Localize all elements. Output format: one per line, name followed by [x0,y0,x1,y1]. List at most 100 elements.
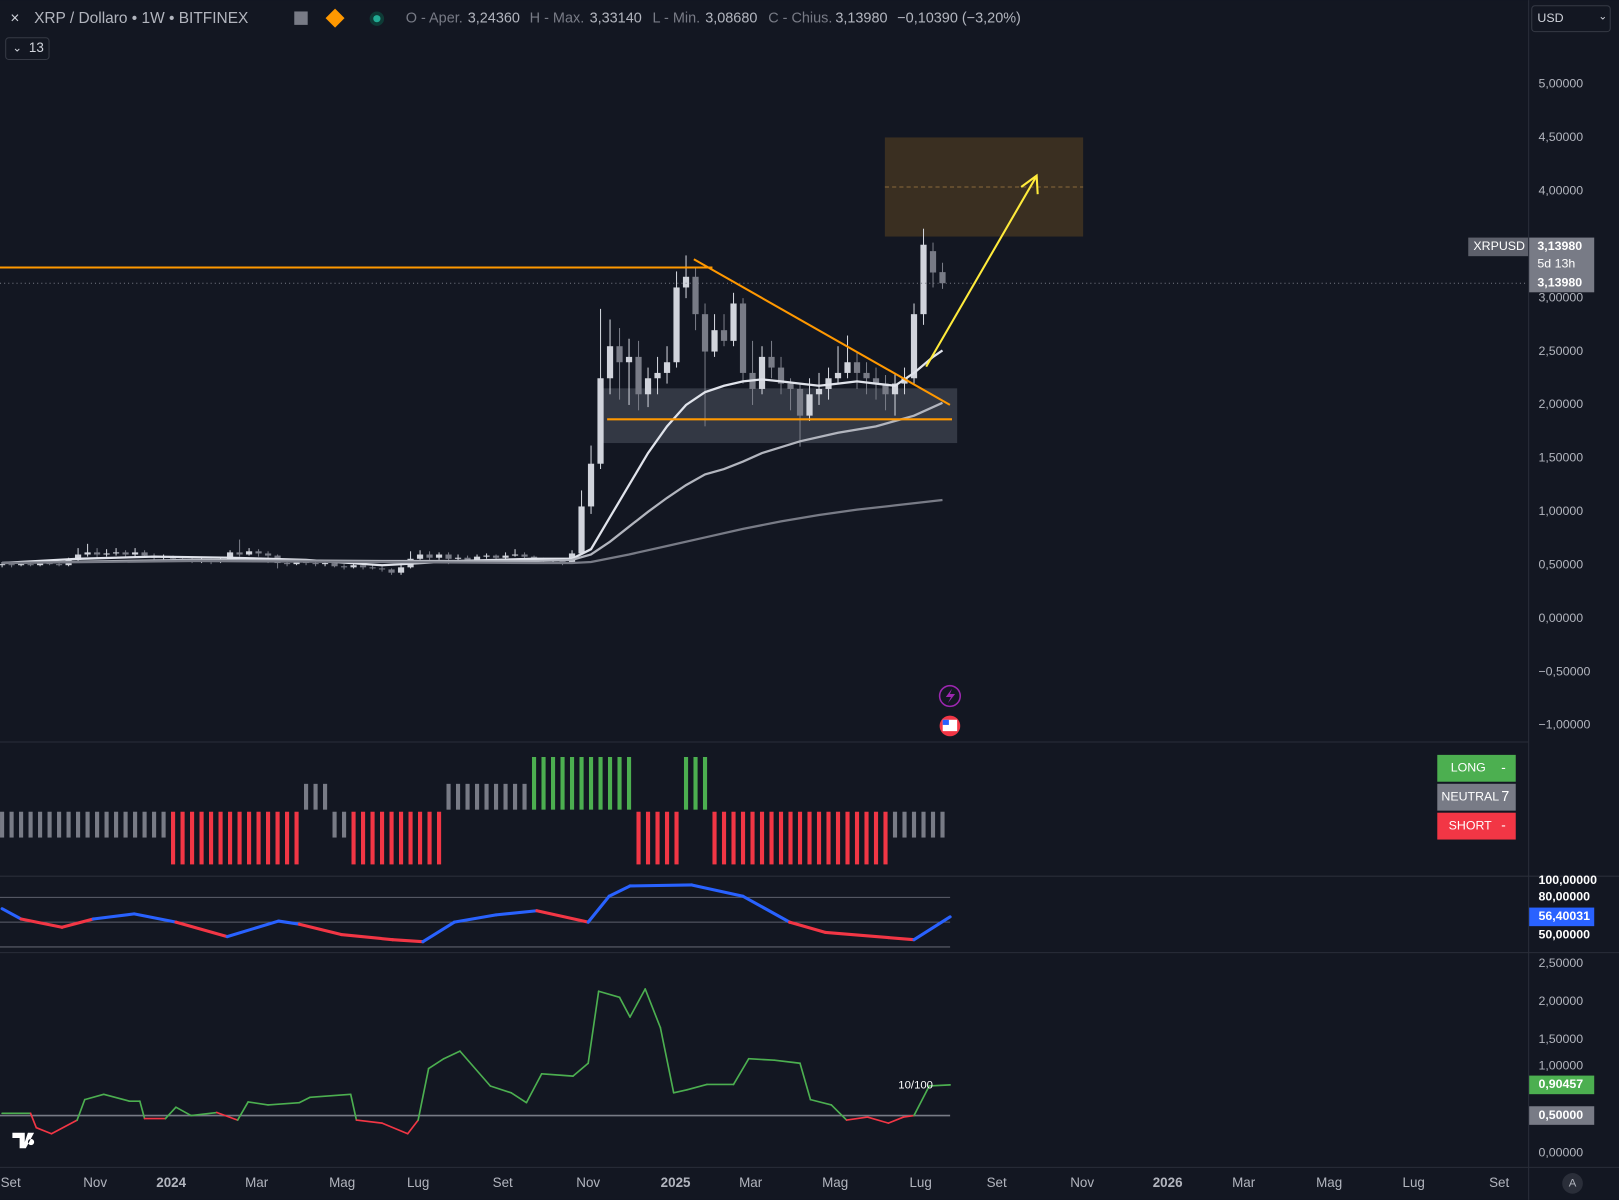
indicator-segment [164,1106,177,1120]
long-row [1437,754,1516,782]
currency-select[interactable] [1531,5,1611,33]
signal-bar [152,811,157,838]
x-tick-label: Lug [407,1175,429,1190]
indicator-segment [809,1098,833,1106]
indicator-segment [225,919,281,939]
indicator-segment [928,1084,951,1087]
long-label: LONG [1451,761,1486,775]
candle-body [939,272,946,284]
candle-body [882,383,889,395]
indicator-segment [50,1119,78,1135]
signal-bar [626,756,632,810]
ohlc-label: H - Max. [530,11,585,27]
candle-body [511,554,519,556]
signal-bar [683,756,689,810]
candle-body [255,551,262,554]
symbol-tag-text: XRPUSD [1473,239,1525,253]
ohlc-value: 3,13980 [835,11,887,27]
signal-bar [883,811,888,865]
short-label: SHORT [1449,818,1493,832]
indicator-segment [139,1100,146,1120]
candle-body [350,565,357,568]
indicator-segment [174,920,229,939]
signal-bar [864,811,869,865]
close-icon[interactable]: × [10,10,19,27]
signal-bar [341,811,347,838]
signal-bar [294,811,299,865]
signal-bar [455,783,461,810]
auto-button[interactable] [1562,1173,1583,1194]
signal-bar [370,811,375,865]
signal-bar [807,811,812,865]
indicator-segment [355,1119,383,1124]
signal-bar [142,811,147,838]
x-tick-label: 2026 [1153,1175,1183,1190]
signal-bar [47,811,52,838]
x-tick-label: Set [1489,1175,1509,1190]
signal-bar [664,811,670,865]
y-tick-label: 2,50000 [1538,344,1583,358]
indicator-segment [902,1114,915,1118]
signal-bar [228,811,233,865]
y-tick-label: 80,00000 [1538,890,1590,904]
moving-average [2,401,943,565]
indicator-segment [91,912,136,921]
signal-bar [892,811,898,838]
candle-body [340,566,348,568]
auto-label[interactable]: A [1569,1177,1577,1189]
symbol: XRP / Dollaro • 1W • BITFINEX [34,10,248,27]
indicator-segment [215,1111,239,1121]
signal-bar [721,811,727,865]
signal-bar [569,756,575,810]
signal-bar [854,811,860,865]
candle-body [331,563,338,567]
indicator-segment [866,1116,890,1124]
x-tick-label: Mar [1232,1175,1256,1190]
signal-bar [38,811,43,838]
candle-body [435,554,443,558]
candle-body [758,356,766,389]
candle-body [654,372,661,379]
indicator-segment [0,907,23,921]
indicator-segment [747,1057,776,1062]
candle-body [872,378,880,384]
symbol-tag [1468,237,1529,257]
signal-bar [921,811,926,838]
signal-bar [636,811,641,865]
candle-body [635,356,642,395]
annotation: 10/100 [898,1079,933,1091]
signal-bar [436,811,442,865]
candle-body [388,569,395,573]
candle-body [815,388,823,395]
signal-bar [247,811,252,865]
indicators-count[interactable]: 13 [29,40,44,55]
indicator-segment [525,1073,543,1104]
y-tick-label: 4,50000 [1538,130,1583,144]
candle-body [93,552,101,555]
x-tick-label: 2025 [661,1175,691,1190]
x-tick-label: Set [987,1175,1007,1190]
signal-bar [940,811,945,838]
signal-bar [237,811,242,865]
indicator-segment [452,913,498,924]
x-tick-label: 2024 [156,1175,186,1190]
candle-body [445,554,452,559]
signal-bar [522,783,527,810]
x-tick-label: Mar [245,1175,269,1190]
icon [325,8,345,28]
indicator-segment [83,1093,105,1101]
signal-bar [778,811,784,865]
event-icon[interactable] [938,684,962,708]
candle-body [17,564,25,566]
x-tick-label: Lug [1402,1175,1424,1190]
currency[interactable]: USD [1537,11,1563,25]
signal-bar [427,811,432,865]
candle-body [502,555,509,558]
candle-body [663,362,671,373]
candle-body [369,567,376,569]
indicators-button[interactable] [5,37,50,60]
price-tag [1529,237,1595,293]
icon [294,11,308,25]
last-value-label: 56,40031 [1538,909,1590,923]
